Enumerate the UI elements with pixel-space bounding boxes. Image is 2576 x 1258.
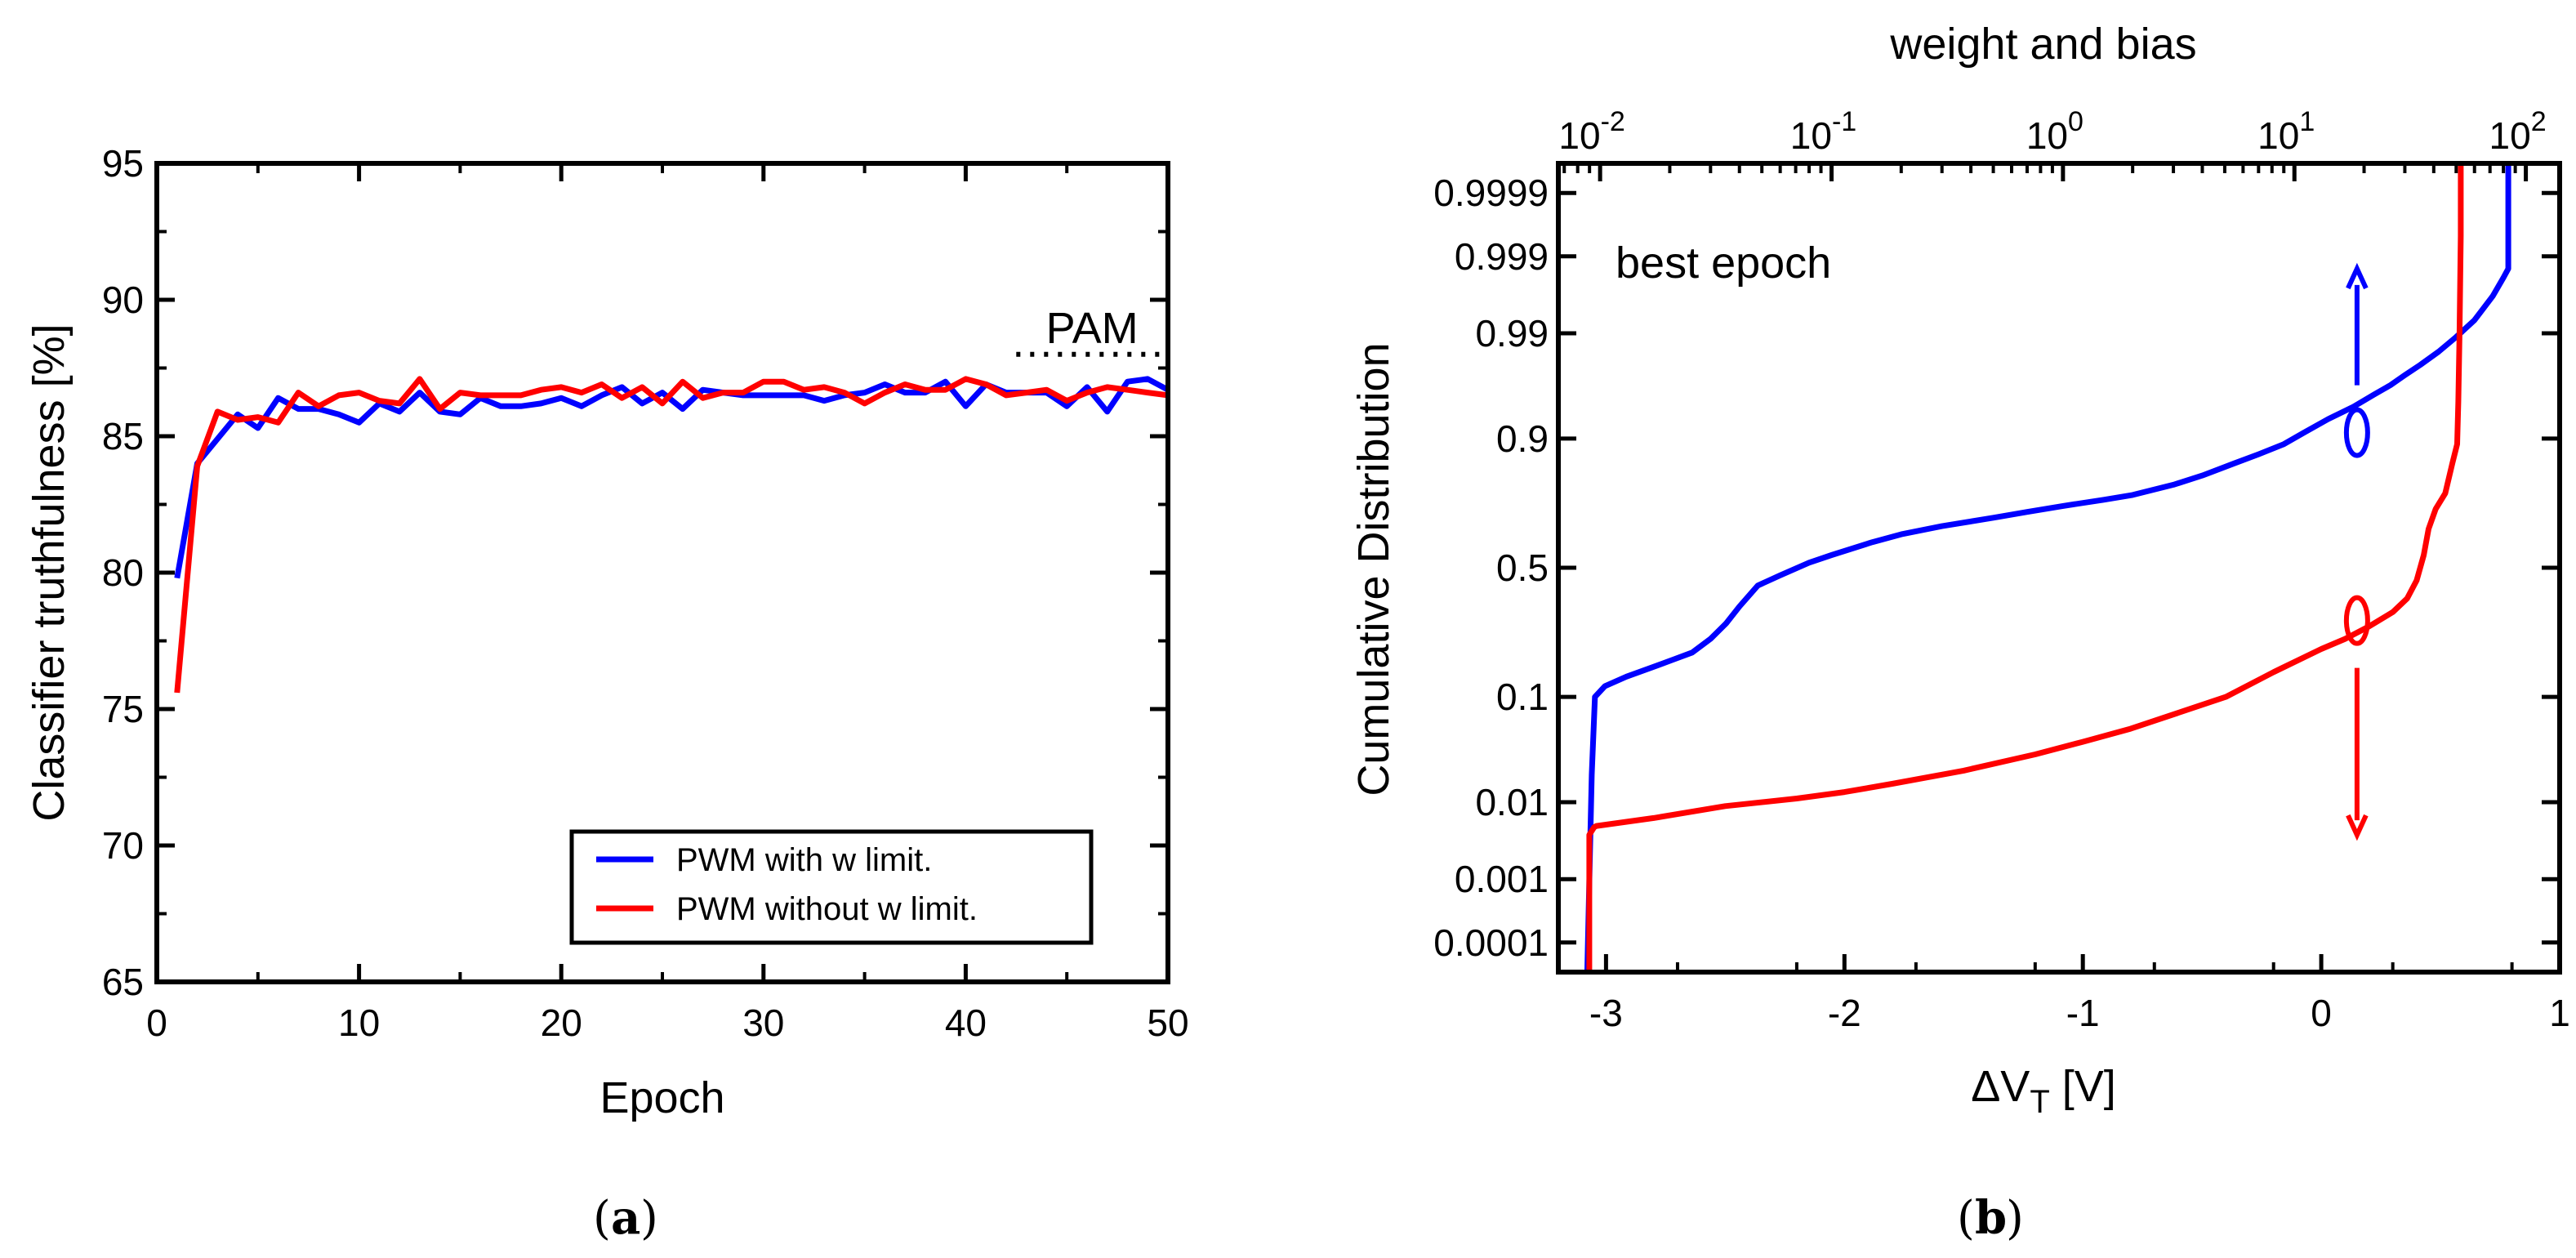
chart-b-top-xlabel: weight and bias — [1889, 20, 2196, 69]
series-line-blue — [174, 376, 1170, 579]
x-tick-label: 1 — [2549, 992, 2570, 1034]
chart-a-series — [174, 376, 1170, 694]
pam-reference: PAM — [1016, 304, 1168, 357]
chart-b: -3 -2 -1 0 1 0.0001 0.001 0.01 0.1 0.5 0.9 0.99 0.99… — [1349, 20, 2570, 1245]
legend-box — [569, 829, 1094, 945]
top-x-tick-label: 101 — [2257, 106, 2315, 157]
chart-b-xlabel: ΔVT [V] — [1971, 1062, 2116, 1120]
chart-a-ticks: 0 10 20 30 40 50 65 70 75 80 85 90 95 — [102, 142, 1189, 1044]
caption-b-close: ) — [2006, 1192, 2024, 1245]
x-tick-label: -1 — [2066, 992, 2100, 1034]
x-tick-label: 20 — [541, 1001, 582, 1044]
y-tick-label: 65 — [102, 961, 144, 1003]
best-epoch-annotation: best epoch — [1616, 239, 1831, 288]
y-tick-label: 0.9 — [1496, 417, 1549, 460]
blue-series-marker — [2343, 407, 2370, 458]
y-tick-label: 95 — [102, 142, 144, 185]
y-tick-label: 75 — [102, 688, 144, 730]
x-tick-label: 0 — [2311, 992, 2332, 1034]
chart-a: PAM 0 10 20 30 40 50 65 70 75 80 85 90 95 PWM with w… — [25, 142, 1189, 1245]
y-tick-label: 70 — [102, 824, 144, 867]
chart-a-xlabel: Epoch — [599, 1073, 724, 1122]
y-tick-label: 0.0001 — [1433, 921, 1549, 964]
y-tick-label: 0.01 — [1475, 781, 1549, 823]
top-x-tick-label: 10-1 — [1790, 106, 1856, 157]
top-x-tick-label: 100 — [2026, 106, 2084, 157]
y-tick-label: 90 — [102, 279, 144, 321]
series-line-blue — [1584, 163, 2511, 973]
x-tick-label: 40 — [945, 1001, 987, 1044]
chart-b-markers — [2343, 262, 2370, 841]
chart-a-legend: PWM with w limit. PWM without w limit. — [569, 829, 1094, 945]
x-tick-label: 30 — [742, 1001, 784, 1044]
y-tick-label: 0.99 — [1475, 312, 1549, 355]
xlabel-delta-v: ΔV — [1971, 1062, 2030, 1111]
x-tick-label: -3 — [1589, 992, 1623, 1034]
chart-a-ylabel: Classifier truthfulness [%] — [25, 323, 74, 821]
caption-b-letter: b — [1975, 1191, 2007, 1245]
legend-label-blue: PWM with w limit. — [676, 842, 932, 878]
y-tick-label: 0.5 — [1496, 546, 1549, 589]
up-arrow-icon — [2346, 262, 2369, 290]
chart-b-ylabel: Cumulative Distribution — [1349, 342, 1398, 796]
caption-b: ( b ) — [1957, 1191, 2024, 1245]
chart-b-xlabel-text: ΔVT [V] — [1971, 1062, 2116, 1120]
caption-b-open: ( — [1957, 1192, 1975, 1245]
y-tick-label: 0.001 — [1455, 858, 1549, 900]
y-tick-label: 0.999 — [1455, 235, 1549, 278]
y-tick-label: 80 — [102, 551, 144, 594]
chart-b-series — [1584, 163, 2511, 973]
down-arrow-icon — [2346, 814, 2369, 841]
pam-label: PAM — [1046, 304, 1139, 353]
caption-a-open: ( — [593, 1192, 611, 1245]
legend-label-red: PWM without w limit. — [676, 891, 978, 927]
y-tick-label: 0.1 — [1496, 676, 1549, 718]
x-tick-label: 50 — [1147, 1001, 1188, 1044]
x-tick-label: -2 — [1828, 992, 1861, 1034]
series-line-red — [1586, 163, 2464, 972]
caption-a-letter: a — [611, 1191, 640, 1245]
series-line-red — [174, 376, 1169, 694]
caption-a-close: ) — [640, 1192, 658, 1245]
y-tick-label: 85 — [102, 415, 144, 457]
caption-a: ( a ) — [593, 1191, 658, 1245]
top-x-tick-label: 10-2 — [1558, 106, 1624, 157]
top-x-tick-label: 102 — [2489, 106, 2547, 157]
xlabel-subscript: T — [2030, 1084, 2049, 1120]
xlabel-unit: [V] — [2050, 1062, 2116, 1111]
y-tick-label: 0.9999 — [1433, 172, 1549, 214]
red-series-marker — [2343, 595, 2370, 646]
chart-b-ticks: -3 -2 -1 0 1 0.0001 0.001 0.01 0.1 0.5 0.9 0.99 0.99… — [1433, 106, 2570, 1034]
x-tick-label: 0 — [146, 1001, 167, 1044]
x-tick-label: 10 — [338, 1001, 380, 1044]
